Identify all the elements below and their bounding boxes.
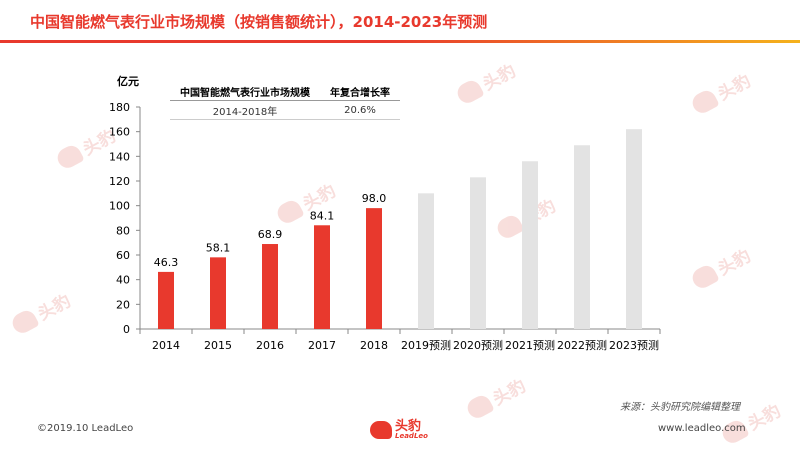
page-title: 中国智能燃气表行业市场规模（按销售额统计），2014-2023年预测 xyxy=(30,13,488,31)
title-underline xyxy=(0,40,800,43)
x-tick-label: 2018 xyxy=(360,339,388,352)
y-tick-label: 140 xyxy=(109,150,130,163)
bar-actual xyxy=(158,271,174,329)
leo-logo-icon xyxy=(370,421,392,439)
y-tick-label: 120 xyxy=(109,175,130,188)
copyright: ©2019.10 LeadLeo xyxy=(37,423,134,434)
x-tick-label: 2022预测 xyxy=(557,339,607,352)
y-tick-label: 0 xyxy=(123,323,130,336)
bar-forecast xyxy=(522,161,538,329)
x-tick-label: 2021预测 xyxy=(505,339,555,352)
x-tick-label: 2015 xyxy=(204,339,232,352)
cagr-table: 中国智能燃气表行业市场规模 年复合增长率 2014-2018年 20.6% xyxy=(170,82,400,120)
x-tick-label: 2019预测 xyxy=(401,339,451,352)
bar-actual xyxy=(314,225,330,329)
x-tick-label: 2016 xyxy=(256,339,284,352)
bar-actual xyxy=(262,244,278,329)
cagr-period: 2014-2018年 xyxy=(212,106,278,118)
y-tick-label: 100 xyxy=(109,200,130,213)
cagr-table-header: 中国智能燃气表行业市场规模 年复合增长率 xyxy=(170,82,400,101)
bar-forecast xyxy=(470,177,486,329)
y-tick-label: 180 xyxy=(109,101,130,114)
bar-value-label: 58.1 xyxy=(206,241,231,254)
x-tick-label: 2017 xyxy=(308,339,336,352)
bar-value-label: 68.9 xyxy=(258,228,283,241)
y-axis-unit: 亿元 xyxy=(117,75,139,88)
cagr-header-market: 中国智能燃气表行业市场规模 xyxy=(180,87,310,99)
cagr-value: 20.6% xyxy=(344,104,376,116)
logo-en: LeadLeo xyxy=(395,432,428,440)
source-note: 来源：头豹研究院编辑整理 xyxy=(620,402,740,413)
website: www.leadleo.com xyxy=(658,423,746,434)
y-tick-label: 20 xyxy=(116,298,130,311)
y-tick-label: 40 xyxy=(116,274,130,287)
cagr-header-rate: 年复合增长率 xyxy=(330,87,390,99)
bar-value-label: 46.3 xyxy=(154,256,179,269)
y-tick-label: 160 xyxy=(109,126,130,139)
y-tick-label: 80 xyxy=(116,224,130,237)
bar-forecast xyxy=(574,145,590,329)
bar-forecast xyxy=(626,129,642,329)
bar-actual xyxy=(210,257,226,329)
x-tick-label: 2023预测 xyxy=(609,339,659,352)
bar-actual xyxy=(366,208,382,329)
logo-cn: 头豹 xyxy=(395,419,422,434)
bar-value-label: 98.0 xyxy=(362,192,387,205)
y-tick-label: 60 xyxy=(116,249,130,262)
cagr-table-row: 2014-2018年 20.6% xyxy=(170,101,400,120)
x-tick-label: 2020预测 xyxy=(453,339,503,352)
bar-value-label: 84.1 xyxy=(310,209,335,222)
x-tick-label: 2014 xyxy=(152,339,180,352)
leadleo-logo: 头豹 LeadLeo xyxy=(370,416,428,444)
bar-forecast xyxy=(418,193,434,329)
